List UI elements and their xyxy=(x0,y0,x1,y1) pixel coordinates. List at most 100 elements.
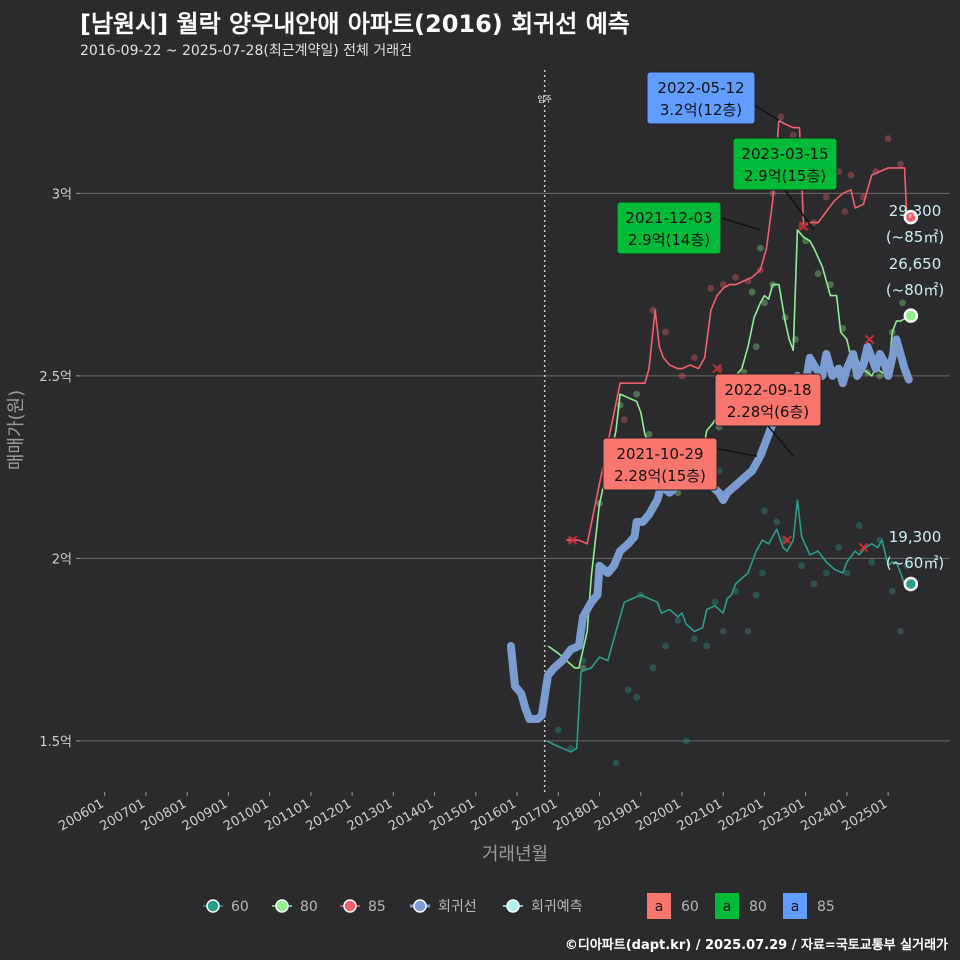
scatter-point-s85 xyxy=(707,284,715,292)
x-axis-ticks: 2006012007012008012009012010012011012012… xyxy=(56,792,890,834)
scatter-point-s60 xyxy=(761,507,768,515)
x-tick-label: 200901 xyxy=(180,796,230,834)
x-tick-label: 200601 xyxy=(56,796,106,834)
annotation-value: 2.28억(15층) xyxy=(614,467,706,485)
scatter-point-s60 xyxy=(897,628,904,635)
scatter-point-s60 xyxy=(554,726,562,734)
annotations: 2022-05-12 3.2억(12층) 2023-03-15 2.9억(15층) 20… xyxy=(602,71,838,491)
legend-label: 회귀선 xyxy=(438,899,477,915)
scatter-point-s60 xyxy=(662,642,669,650)
transaction-mark-s60 xyxy=(782,535,792,545)
scatter-point-s85 xyxy=(847,171,855,179)
scatter-points xyxy=(554,113,911,767)
end-label-value: 26,650 xyxy=(889,255,942,273)
end-points: 29,300 (~85㎡) 26,650 (~80㎡) 19,300 (~60㎡) xyxy=(886,202,944,592)
scatter-point-s60 xyxy=(752,591,760,599)
credit-line: ©디아파트(dapt.kr) / 2025.07.29 / 자료=국토교통부 실… xyxy=(564,938,948,953)
legend-label: 60 xyxy=(231,899,249,915)
scatter-point-s60 xyxy=(674,617,682,624)
annotation-box xyxy=(616,201,722,255)
end-label-value: 29,300 xyxy=(889,202,942,220)
annotation-value: 3.2억(12층) xyxy=(660,101,742,119)
end-point-s85 xyxy=(903,209,919,225)
scatter-point-s80 xyxy=(827,281,834,289)
annotation-date: 2022-09-18 xyxy=(724,381,811,399)
annotation-box xyxy=(732,137,838,191)
scatter-point-s80 xyxy=(756,244,764,252)
legend-box-label: 60 xyxy=(681,899,699,915)
annotation-leader xyxy=(784,189,815,231)
scatter-point-s85 xyxy=(789,131,797,139)
scatter-point-s60 xyxy=(773,518,781,526)
end-point-s60 xyxy=(903,576,919,592)
annotation-leader xyxy=(767,425,794,457)
scatter-point-s60 xyxy=(855,522,863,529)
chart-title: [남원시] 월락 양우내안애 아파트(2016) 회귀선 예측 xyxy=(80,10,630,38)
scatter-point-s60 xyxy=(719,628,727,635)
scatter-point-s60 xyxy=(682,737,690,745)
scatter-point-s80 xyxy=(876,372,884,380)
annotation-box xyxy=(646,71,756,125)
x-axis-title: 거래년월 xyxy=(482,844,548,865)
scatter-point-s60 xyxy=(690,635,698,643)
legend-key-dot xyxy=(206,899,220,913)
scatter-point-s85 xyxy=(732,273,739,281)
end-label-area: (~80㎡) xyxy=(886,281,944,299)
scatter-point-s80 xyxy=(748,288,756,296)
annotation-value: 2.9억(15층) xyxy=(744,167,826,185)
scatter-point-s85 xyxy=(841,208,849,216)
scatter-point-s60 xyxy=(868,558,876,566)
annotation-date: 2021-10-29 xyxy=(616,445,703,463)
legend-box-label: 85 xyxy=(817,899,835,915)
scatter-point-s85 xyxy=(897,160,904,168)
scatter-point-s80 xyxy=(761,299,768,307)
x-tick-label: 202001 xyxy=(634,796,684,834)
scatter-point-s60 xyxy=(843,569,851,577)
scatter-point-s60 xyxy=(810,580,818,588)
annotation-box xyxy=(714,373,822,427)
scatter-point-s60 xyxy=(649,664,657,672)
legend-key-dot xyxy=(275,899,289,913)
x-tick-label: 201201 xyxy=(304,796,354,834)
x-tick-label: 202301 xyxy=(757,796,807,834)
x-tick-label: 201701 xyxy=(510,796,560,834)
legend: 60 80 85 회귀선 회귀예측 a 60 a 80 a 85 xyxy=(203,893,835,919)
series-line-60 xyxy=(546,499,914,753)
scatter-point-s60 xyxy=(711,598,719,606)
transaction-mark-s85 xyxy=(712,363,722,374)
end-point-s80 xyxy=(903,308,919,323)
x-tick-label: 201501 xyxy=(427,796,477,834)
scatter-point-s85 xyxy=(822,193,830,201)
scatter-point-s60 xyxy=(744,628,752,635)
y-tick-label: 2.5억 xyxy=(39,370,72,385)
scatter-point-s60 xyxy=(888,587,896,595)
series-lines xyxy=(506,119,914,753)
scatter-point-s60 xyxy=(633,693,641,701)
x-tick-label: 202501 xyxy=(840,796,890,834)
x-tick-label: 201601 xyxy=(469,796,519,834)
annotation-date: 2023-03-15 xyxy=(741,145,828,163)
end-label-area: (~85㎡) xyxy=(886,228,944,246)
legend-key-dot xyxy=(343,899,357,913)
gridlines xyxy=(80,192,950,742)
scatter-point-s60 xyxy=(798,562,805,570)
regression-line xyxy=(506,335,913,723)
x-tick-label: 201301 xyxy=(345,796,395,834)
scatter-point-s60 xyxy=(612,759,620,767)
x-tick-label: 202101 xyxy=(675,796,725,834)
legend-box-glyph: a xyxy=(723,899,732,915)
annotation-date: 2022-05-12 xyxy=(657,79,744,97)
legend-label: 회귀예측 xyxy=(531,899,583,915)
scatter-point-s60 xyxy=(822,569,830,577)
x-tick-label: 201401 xyxy=(386,796,436,834)
scatter-point-s60 xyxy=(703,642,711,650)
scatter-point-s85 xyxy=(678,372,686,380)
scatter-point-s60 xyxy=(758,569,766,577)
x-tick-label: 201101 xyxy=(262,796,312,834)
scatter-point-s85 xyxy=(662,328,669,336)
scatter-point-s60 xyxy=(835,544,843,551)
scatter-point-s85 xyxy=(690,354,698,362)
move-in-label: 입주 xyxy=(537,95,552,104)
scatter-point-s60 xyxy=(903,562,911,570)
